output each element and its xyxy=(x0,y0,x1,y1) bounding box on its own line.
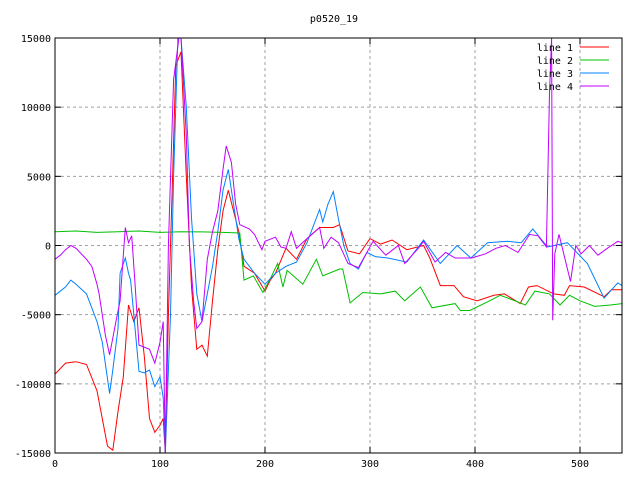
series-line-1 xyxy=(55,51,622,453)
series-line-4 xyxy=(55,38,622,453)
y-tick-label: -15000 xyxy=(15,449,51,460)
x-tick-label: 100 xyxy=(151,459,169,470)
plot-frame xyxy=(54,37,623,454)
series-line-2 xyxy=(55,230,622,311)
y-tick-label: -10000 xyxy=(15,380,51,391)
y-tick-label: 0 xyxy=(45,242,51,253)
x-tick-label: 400 xyxy=(466,459,484,470)
x-tick-label: 500 xyxy=(571,459,589,470)
y-tick-label: 15000 xyxy=(21,34,51,45)
y-tick-label: -5000 xyxy=(21,311,51,322)
legend: line 1 line 2 line 3 line 4 xyxy=(537,43,609,93)
x-tick-label: 200 xyxy=(256,459,274,470)
legend-label-line-1: line 1 xyxy=(537,43,573,54)
axis-ticks: 0 100 200 300 400 500 -15000 -10000 -5000 0 5000 10… xyxy=(15,34,622,470)
legend-label-line-3: line 3 xyxy=(537,69,573,80)
y-tick-label: 10000 xyxy=(21,103,51,114)
y-tick-label: 5000 xyxy=(27,172,51,183)
chart-title: p0520_19 xyxy=(310,14,358,25)
x-tick-label: 300 xyxy=(361,459,379,470)
series-group xyxy=(55,38,622,453)
legend-label-line-2: line 2 xyxy=(537,56,573,67)
legend-label-line-4: line 4 xyxy=(537,82,573,93)
x-tick-label: 0 xyxy=(52,459,58,470)
grid xyxy=(55,38,622,453)
